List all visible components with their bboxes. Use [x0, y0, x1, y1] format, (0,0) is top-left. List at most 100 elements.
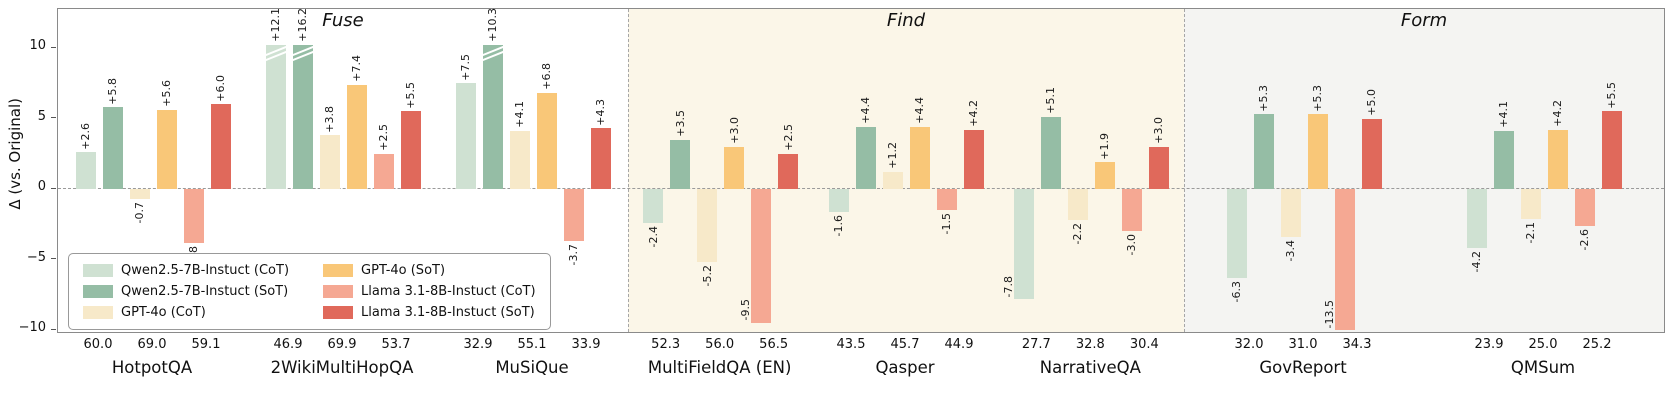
bar-value-label: +5.3 [1257, 84, 1270, 112]
bar [563, 189, 584, 242]
bar [1574, 189, 1595, 226]
dataset-name-label: Qasper [875, 358, 935, 377]
bar [129, 189, 150, 199]
bar-value-label: -3.4 [1284, 239, 1297, 262]
bar-value-label: +3.0 [1152, 116, 1166, 144]
original-score-label: 32.8 [1075, 337, 1105, 352]
original-score-label: 69.0 [137, 337, 167, 352]
bar-value-label: -4.2 [1470, 251, 1483, 273]
original-score-label: 34.3 [1342, 337, 1372, 352]
dataset-name-label: QMSum [1510, 358, 1576, 377]
bar-value-label: -6.3 [1230, 280, 1243, 303]
bar [75, 152, 96, 189]
bar [909, 126, 930, 189]
bar [1361, 118, 1382, 189]
bar-value-label: -2.4 [646, 225, 660, 248]
bar [590, 128, 611, 189]
bar [1601, 111, 1622, 189]
bar [643, 189, 664, 223]
legend-column: GPT-4o (SoT) Llama 3.1-8B-Instuct (CoT) Ll… [323, 263, 536, 320]
bar-value-label: +4.1 [513, 101, 526, 129]
dataset-name-label: NarrativeQA [1039, 358, 1141, 377]
bar [1121, 189, 1142, 232]
bar [1148, 146, 1169, 189]
section-background-find [628, 9, 1184, 332]
legend-swatch [83, 285, 113, 298]
bar-value-label: +5.8 [106, 77, 119, 105]
original-score-label: 31.0 [1288, 337, 1318, 352]
legend-swatch [323, 285, 354, 298]
bar [1280, 189, 1301, 237]
bar-value-label: +4.2 [967, 100, 980, 127]
bar [482, 45, 503, 189]
y-tick-label: 0 [37, 179, 46, 194]
bar [373, 153, 394, 189]
bar-value-label: -2.2 [1071, 223, 1085, 245]
bar-value-label: +3.8 [323, 105, 336, 133]
bar [346, 84, 367, 189]
y-tick-mark [51, 258, 56, 260]
y-tick-label: −5 [26, 249, 46, 265]
bar [509, 131, 530, 189]
legend-swatch [323, 264, 354, 277]
bar [697, 189, 718, 263]
original-score-label: 52.3 [651, 337, 681, 352]
bar [1040, 117, 1061, 189]
bar [536, 93, 557, 189]
bar [963, 129, 984, 189]
legend-label: Qwen2.5-7B-Instuct (SoT) [121, 284, 289, 299]
y-tick-mark [51, 328, 56, 330]
bar [102, 107, 123, 189]
legend-label: Qwen2.5-7B-Instuct (CoT) [121, 263, 290, 278]
dataset-name-label: 2WikiMultiHopQA [270, 358, 414, 377]
y-tick-mark [51, 187, 56, 189]
original-score-label: 60.0 [83, 337, 113, 352]
bar [292, 45, 313, 189]
original-score-label: 44.9 [944, 337, 974, 352]
original-score-label: 43.5 [836, 337, 866, 352]
legend-item: Llama 3.1-8B-Instuct (SoT) [323, 305, 536, 320]
bar-value-label: +3.5 [673, 109, 687, 137]
section-title-find: Find [886, 10, 926, 31]
bar [1013, 189, 1034, 299]
original-score-label: 56.0 [705, 337, 735, 352]
bar-value-label: -13.5 [1322, 299, 1336, 328]
bar-value-label: +4.1 [1497, 101, 1510, 129]
bar [210, 104, 231, 189]
legend-label: Llama 3.1-8B-Instuct (CoT) [361, 284, 536, 299]
plot-area: FuseFindForm+2.6+5.8-0.7+5.6-3.8+6.0+12.… [57, 8, 1665, 333]
bar [1334, 189, 1355, 330]
legend-item: GPT-4o (CoT) [83, 305, 289, 320]
bar-value-label: +6.0 [214, 74, 227, 102]
x-axis: 60.0 69.0 59.1 HotpotQA 46.9 69.9 53.7 2WikiMul… [57, 333, 1663, 399]
original-score-label: 59.1 [191, 337, 221, 352]
legend-label: Llama 3.1-8B-Instuct (SoT) [361, 305, 535, 320]
section-separator [1184, 9, 1185, 332]
bar-value-label: +2.6 [79, 122, 92, 150]
bar [1226, 189, 1247, 278]
original-score-label: 46.9 [273, 337, 303, 352]
original-score-label: 23.9 [1474, 337, 1504, 352]
bar-value-label: -2.6 [1578, 228, 1591, 251]
bar [1466, 189, 1487, 249]
bar-value-label: +7.4 [350, 54, 363, 82]
legend-item: Qwen2.5-7B-Instuct (CoT) [83, 263, 289, 278]
legend-swatch [323, 306, 354, 319]
bar [400, 111, 421, 189]
bar-value-label: -9.5 [739, 299, 753, 321]
original-score-label: 33.9 [571, 337, 601, 352]
bar [778, 153, 799, 189]
original-score-label: 32.9 [463, 337, 493, 352]
dataset-name-label: GovReport [1259, 358, 1347, 377]
bar-value-label: -3.7 [567, 244, 580, 266]
original-score-label: 25.0 [1528, 337, 1558, 352]
bar [455, 83, 476, 189]
section-title-form: Form [1400, 10, 1448, 31]
bar-value-label: +4.4 [913, 97, 926, 124]
bar [936, 189, 957, 211]
bar-value-label: +2.5 [377, 124, 390, 151]
y-tick-label: −10 [18, 320, 46, 335]
section-title-fuse: Fuse [322, 10, 364, 31]
legend-swatch [83, 306, 113, 319]
